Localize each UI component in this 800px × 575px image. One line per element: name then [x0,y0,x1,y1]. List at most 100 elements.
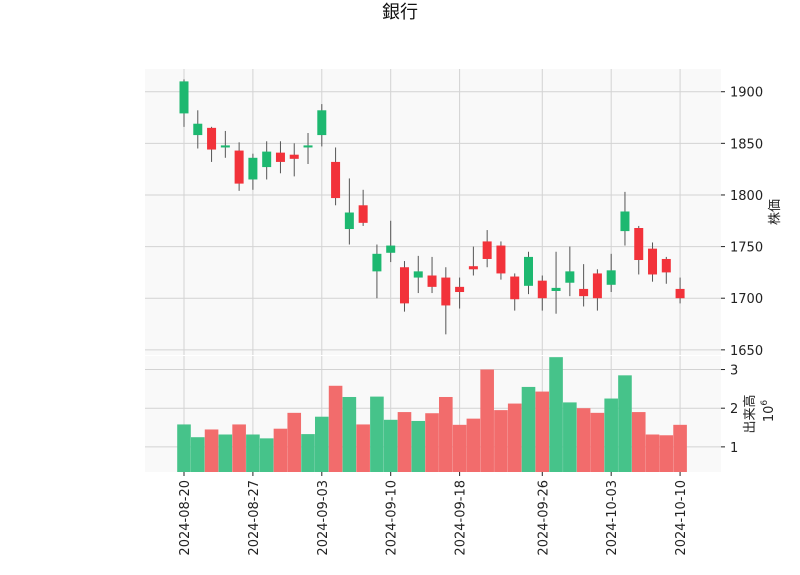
candle [524,251,533,295]
volume-bar [204,429,219,472]
candle-body [455,286,465,293]
candle-body [358,205,368,223]
candle-body [675,288,685,299]
candle-body [482,241,492,259]
volume-bar [342,396,357,472]
candle [579,264,589,307]
candle [289,143,299,177]
volume-bar [246,434,260,472]
volume-axis-label: 出来高 [742,394,758,433]
price-tick-label: 1750 [730,241,763,256]
volume-bar [439,396,453,472]
volume-bar [590,412,605,472]
candle-body [524,256,533,286]
candle-body [193,123,203,136]
candle-body [207,127,217,150]
x-tick-label: 2024-09-03 [316,480,331,556]
x-tick-label: 2024-09-18 [454,480,469,556]
x-tick-label: 2024-10-03 [605,480,620,556]
price-panel [145,69,721,355]
candle-body [372,253,382,272]
candle-body [620,211,630,232]
candle-body [441,277,451,306]
candle-body [386,245,396,253]
candle-body [275,152,285,162]
volume-bar [287,412,302,472]
candle [675,277,685,304]
volume-bars [177,357,687,472]
price-tick-label: 1650 [730,344,763,359]
candle [331,147,341,206]
price-tick-label: 1900 [730,86,763,101]
candle-body [331,161,341,199]
candle-body [634,228,644,261]
x-tick-label: 2024-08-27 [247,480,262,556]
volume-bar [659,435,674,472]
candle [482,230,492,268]
candle [455,277,465,309]
candle-body [248,157,258,180]
candle-body [234,150,244,184]
volume-bar [370,396,384,472]
candle [634,225,644,275]
candle [234,142,244,191]
volume-bar [397,412,412,472]
candle-body [592,273,602,299]
volume-bar [576,408,591,472]
candle-body [317,110,327,136]
volume-bar [604,398,618,472]
volume-bar [356,424,370,472]
price-tick-label: 1700 [730,292,763,307]
candle-body [413,271,423,278]
candle [303,133,313,164]
volume-bar [259,438,274,472]
candle [427,256,437,294]
candle [358,189,368,226]
candle-body [551,287,561,291]
x-axis-ticks: 2024-08-20 2024-08-27 2024-09-03 2024-09-10… [178,472,689,556]
price-tick-label: 1850 [730,137,763,152]
x-tick-label: 2024-08-20 [178,480,193,556]
volume-bar [190,437,205,472]
x-tick-label: 2024-09-10 [385,480,400,556]
candle [179,79,189,127]
candles [179,79,685,335]
price-axis-ticks: 1650 1700 1750 1800 1850 1900 [721,86,763,359]
volume-bar [494,410,508,472]
candle-body [661,258,671,273]
candle-body [344,212,354,230]
candle [468,246,478,276]
volume-axis-scale-base: 10 [762,406,777,423]
price-tick-label: 1800 [730,189,763,204]
volume-tick-label: 3 [730,364,738,379]
volume-bar [563,402,577,472]
candle [441,267,451,335]
volume-bar [411,420,426,472]
candle [592,269,602,311]
candle [344,178,354,245]
candle [620,191,630,246]
candle [275,141,285,174]
volume-bar [425,413,439,472]
x-tick-label: 2024-10-10 [674,480,689,556]
candle-body [179,81,189,114]
candle [510,273,520,311]
volume-axis-ticks: 1 2 3 [721,364,738,456]
volume-bar [480,369,494,472]
candle [606,253,616,293]
volume-bar [328,385,343,472]
volume-bar [466,418,481,472]
candle-body [427,275,437,287]
volume-bar [673,424,687,472]
candle-body [579,288,589,297]
candle [220,130,230,158]
volume-tick-label: 1 [730,441,738,456]
candle [399,261,409,312]
candle [661,256,671,284]
volume-bar [631,412,646,472]
candle [565,246,575,297]
volume-bar [645,434,660,472]
volume-bar [383,419,398,472]
candle-body [496,245,506,274]
